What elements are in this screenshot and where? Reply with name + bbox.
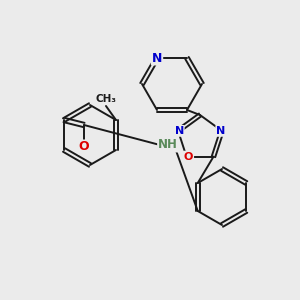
- Text: O: O: [184, 152, 193, 162]
- Text: N: N: [175, 126, 184, 136]
- Text: O: O: [79, 140, 89, 154]
- Text: NH: NH: [158, 139, 178, 152]
- Text: N: N: [152, 52, 162, 64]
- Text: N: N: [216, 126, 226, 136]
- Text: CH₃: CH₃: [95, 94, 116, 104]
